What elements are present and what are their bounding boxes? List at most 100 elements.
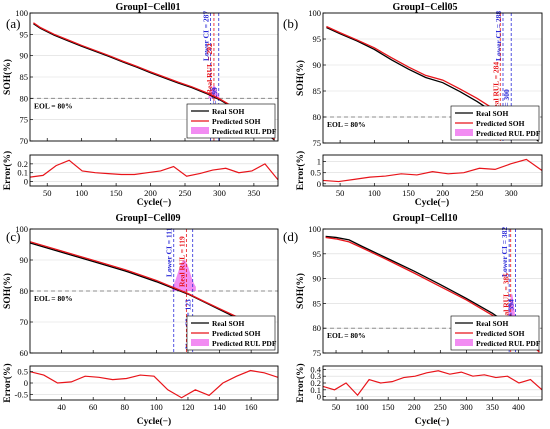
error-line <box>323 370 542 397</box>
error-ylabel: Error(%) <box>2 363 13 402</box>
xtick-label: 200 <box>408 402 421 412</box>
ytick-label: 75 <box>313 138 322 148</box>
lower_ci-label: Lower CI = 111 <box>165 227 174 277</box>
error-ylabel: Error(%) <box>295 363 306 402</box>
eol-label: EOL = 80% <box>34 294 72 303</box>
ylabel: SOH(%) <box>295 273 306 309</box>
error-ylabel: Error(%) <box>2 151 13 190</box>
legend-swatch-pdf <box>455 339 473 346</box>
ylabel: SOH(%) <box>295 60 306 96</box>
ytick-label: 70 <box>20 136 29 146</box>
legend-label: Predicted RUL PDF <box>476 339 541 348</box>
eol-label: EOL = 80% <box>327 120 365 129</box>
xlabel: Cycle(−) <box>137 197 171 208</box>
lower_ci-label: Lower CI = 288 <box>494 11 503 61</box>
xtick-label: 150 <box>382 402 395 412</box>
xtick-label: 50 <box>43 188 52 198</box>
ytick-label: 90 <box>20 51 29 61</box>
error-axes-frame <box>29 154 279 187</box>
error-line <box>323 158 542 183</box>
ytick-label: 90 <box>313 274 322 284</box>
xtick-label: 200 <box>436 188 449 198</box>
err-ytick-label: 0.1 <box>17 168 28 178</box>
xtick-label: 60 <box>89 402 98 412</box>
ytick-label: 85 <box>313 298 322 308</box>
real_rul-label: Real RUL = 292 <box>205 43 214 94</box>
eol-label: EOL = 80% <box>34 101 72 110</box>
panel-title: GroupI−Cell05 <box>393 2 458 13</box>
legend-label: Predicted RUL PDF <box>476 129 541 138</box>
legend-label: Real SOH <box>476 109 508 118</box>
err-ytick-label: 0.2 <box>310 378 321 388</box>
err-ytick-label: 0.5 <box>17 367 28 377</box>
err-ytick-label: 0.5 <box>310 168 321 178</box>
ytick-label: 90 <box>20 255 29 265</box>
xtick-label: 350 <box>486 402 499 412</box>
err-ytick-label: 0 <box>317 392 321 402</box>
ytick-label: 100 <box>308 224 321 234</box>
err-ytick-label: 0.1 <box>310 385 321 395</box>
eol-label: EOL = 80% <box>327 331 365 340</box>
xtick-label: 200 <box>144 188 157 198</box>
err-ytick-label: 0 <box>24 378 28 388</box>
error-ylabel: Error(%) <box>295 151 306 190</box>
error-line <box>30 369 278 399</box>
ytick-label: 80 <box>313 323 322 333</box>
ytick-label: 100 <box>15 224 28 234</box>
err-ytick-label: 0.3 <box>310 371 321 381</box>
error-line <box>30 159 278 181</box>
legend-swatch-pdf <box>191 339 209 346</box>
xtick-label: 300 <box>505 188 518 198</box>
xtick-label: 300 <box>460 402 473 412</box>
legend-label: Predicted SOH <box>476 329 525 338</box>
ytick-label: 70 <box>20 317 29 327</box>
xtick-label: 400 <box>512 402 525 412</box>
ytick-label: 80 <box>20 93 29 103</box>
lower_ci-label: Lower CI = 287 <box>201 11 210 61</box>
xtick-label: 100 <box>368 188 381 198</box>
error-axes-frame <box>322 154 543 187</box>
ytick-label: 100 <box>308 8 321 18</box>
xtick-label: 80 <box>121 402 130 412</box>
panel-1: (b) GroupI−Cell05 EOL = 80% Lower CI = 288 R… <box>283 2 543 208</box>
real_rul-label: Real RUL = 385 <box>502 273 511 324</box>
xtick-label: 120 <box>182 402 195 412</box>
panel-letter: (a) <box>6 16 20 31</box>
legend-label: Real SOH <box>212 107 244 116</box>
xtick-label: 250 <box>179 188 192 198</box>
xtick-label: 300 <box>213 188 226 198</box>
xtick-label: 100 <box>356 402 369 412</box>
err-ytick-label: 0.4 <box>310 364 321 374</box>
panel-letter: (b) <box>283 16 298 31</box>
legend-label: Predicted SOH <box>212 329 261 338</box>
legend-label: Predicted RUL PDF <box>212 339 277 348</box>
ytick-label: 80 <box>313 112 322 122</box>
legend-label: Predicted RUL PDF <box>212 127 277 136</box>
ytick-label: 80 <box>20 286 29 296</box>
xtick-label: 150 <box>110 188 123 198</box>
main-axes-frame <box>322 12 543 144</box>
legend-swatch-pdf <box>455 129 473 136</box>
ytick-label: 75 <box>20 115 29 125</box>
xtick-label: 50 <box>332 402 341 412</box>
xtick-label: 250 <box>434 402 447 412</box>
err-ytick-label: 0 <box>317 179 321 189</box>
panel-title: GroupI−Cell09 <box>116 213 181 224</box>
err-ytick-label: 1 <box>317 157 321 167</box>
ytick-label: 95 <box>313 249 322 259</box>
ylabel: SOH(%) <box>2 59 13 95</box>
ylabel: SOH(%) <box>2 273 13 309</box>
xtick-label: 250 <box>471 188 484 198</box>
lower_ci-label: Lower CI = 382 <box>500 227 509 277</box>
ytick-label: 60 <box>20 348 29 358</box>
xlabel: Cycle(−) <box>415 416 449 427</box>
xtick-label: 350 <box>248 188 261 198</box>
panel-letter: (d) <box>283 229 298 244</box>
